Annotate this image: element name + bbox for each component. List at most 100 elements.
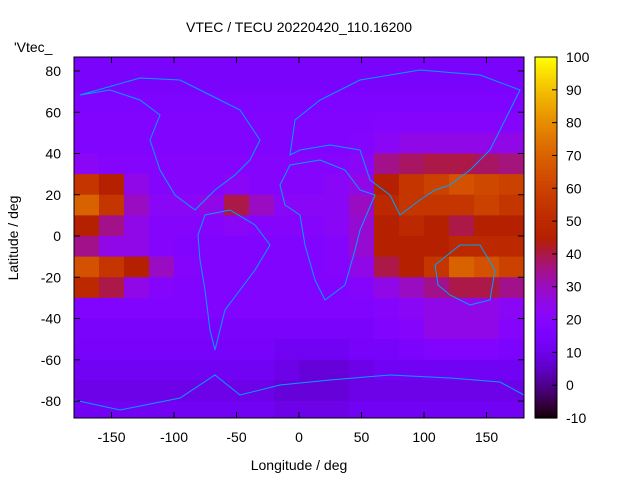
colorbar-segment [535, 171, 557, 175]
heatmap-cell [124, 91, 150, 113]
heatmap-cell [99, 339, 125, 361]
colorbar-segment [535, 186, 557, 190]
colorbar-segment [535, 297, 557, 302]
heatmap-cell [224, 256, 250, 278]
heatmap-cell [99, 215, 125, 237]
heatmap-cell [249, 71, 275, 92]
heatmap-cell [424, 57, 450, 72]
heatmap-cell [199, 339, 225, 361]
colorbar-segment [535, 174, 557, 178]
heatmap-cell [499, 194, 524, 216]
colorbar-segment [535, 366, 557, 371]
colorbar-tick-label: 30 [566, 279, 582, 295]
heatmap-cell [99, 112, 125, 134]
colorbar-segment [535, 393, 557, 398]
heatmap-cell [249, 91, 275, 113]
heatmap-cell [299, 236, 325, 257]
heatmap-cell [174, 194, 200, 216]
heatmap-cell [74, 339, 100, 361]
colorbar-segment [535, 375, 557, 380]
colorbar-segment [535, 111, 557, 115]
heatmap-cell [99, 318, 125, 340]
heatmap-cell [124, 277, 150, 299]
heatmap-cell [249, 297, 275, 319]
colorbar-segment [535, 210, 557, 215]
heatmap-cell [74, 215, 100, 237]
heatmap-cell [399, 132, 425, 154]
colorbar-segment [535, 258, 557, 263]
x-tick-label: -50 [226, 429, 246, 445]
colorbar-segment [535, 273, 557, 278]
heatmap-cell [399, 339, 425, 361]
heatmap-cell [224, 297, 250, 319]
heatmap-cell [149, 215, 175, 237]
colorbar-segment [535, 345, 557, 350]
heatmap-cell [149, 132, 175, 154]
heatmap-cell [474, 339, 500, 361]
heatmap-cell [249, 318, 275, 340]
heatmap-cell [199, 174, 225, 196]
colorbar-segment [535, 183, 557, 187]
heatmap-cell [449, 174, 475, 196]
heatmap-cell [249, 339, 275, 361]
heatmap-cell [399, 71, 425, 92]
heatmap-cell [249, 380, 275, 402]
heatmap-cell [249, 194, 275, 216]
heatmap-cell [499, 339, 524, 361]
heatmap-cell [299, 297, 325, 319]
heatmap-cell [299, 401, 325, 418]
heatmap-cell [124, 318, 150, 340]
heatmap-cell [74, 91, 100, 113]
heatmap-cell [174, 112, 200, 134]
heatmap-cell [74, 277, 100, 299]
heatmap-cell [449, 339, 475, 361]
colorbar-segment [535, 120, 557, 124]
heatmap-cell [474, 277, 500, 299]
heatmap-cell [224, 318, 250, 340]
heatmap-cell [399, 318, 425, 340]
x-axis-ticks: -150 -100 -50 0 50 100 150 [97, 57, 498, 445]
heatmap-cell [499, 132, 524, 154]
heatmap-cell [349, 112, 375, 134]
heatmap-cell [324, 401, 350, 418]
heatmap-cell [74, 318, 100, 340]
colorbar-segment [535, 228, 557, 233]
heatmap-cell [224, 112, 250, 134]
heatmap-cell [149, 380, 175, 402]
heatmap-cell [299, 71, 325, 92]
heatmap-cell [174, 339, 200, 361]
heatmap-cell [324, 318, 350, 340]
colorbar-segment [535, 216, 557, 221]
heatmap-cell [174, 153, 200, 175]
heatmap-cell [124, 236, 150, 257]
heatmap-cell [274, 380, 300, 402]
heatmap-cell [424, 194, 450, 216]
heatmap-cell [424, 153, 450, 175]
heatmap-cell [224, 91, 250, 113]
coastline-australia [434, 244, 496, 306]
key-label: 'Vtec_ [14, 39, 53, 55]
heatmap-cell [174, 401, 200, 418]
heatmap-cell [374, 236, 400, 257]
heatmap-cell [349, 132, 375, 154]
colorbar-segment [535, 306, 557, 311]
heatmap-cell [474, 318, 500, 340]
colorbar-segment [535, 249, 557, 254]
heatmap-cell [224, 174, 250, 196]
colorbar-segment [535, 276, 557, 281]
heatmap-cell [74, 194, 100, 216]
heatmap-cell [249, 57, 275, 72]
heatmap-cell [449, 236, 475, 257]
colorbar-segment [535, 168, 557, 172]
colorbar-segment [535, 330, 557, 335]
colorbar-segment [535, 264, 557, 269]
y-tick-label: 80 [45, 63, 61, 79]
heatmap-cell [99, 380, 125, 402]
heatmap-cell [374, 256, 400, 278]
heatmap-cell [249, 256, 275, 278]
heatmap-cell [399, 277, 425, 299]
heatmap-cell [174, 277, 200, 299]
heatmap-cell [124, 359, 150, 381]
heatmap-cell [74, 256, 100, 278]
heatmap-cell [199, 297, 225, 319]
